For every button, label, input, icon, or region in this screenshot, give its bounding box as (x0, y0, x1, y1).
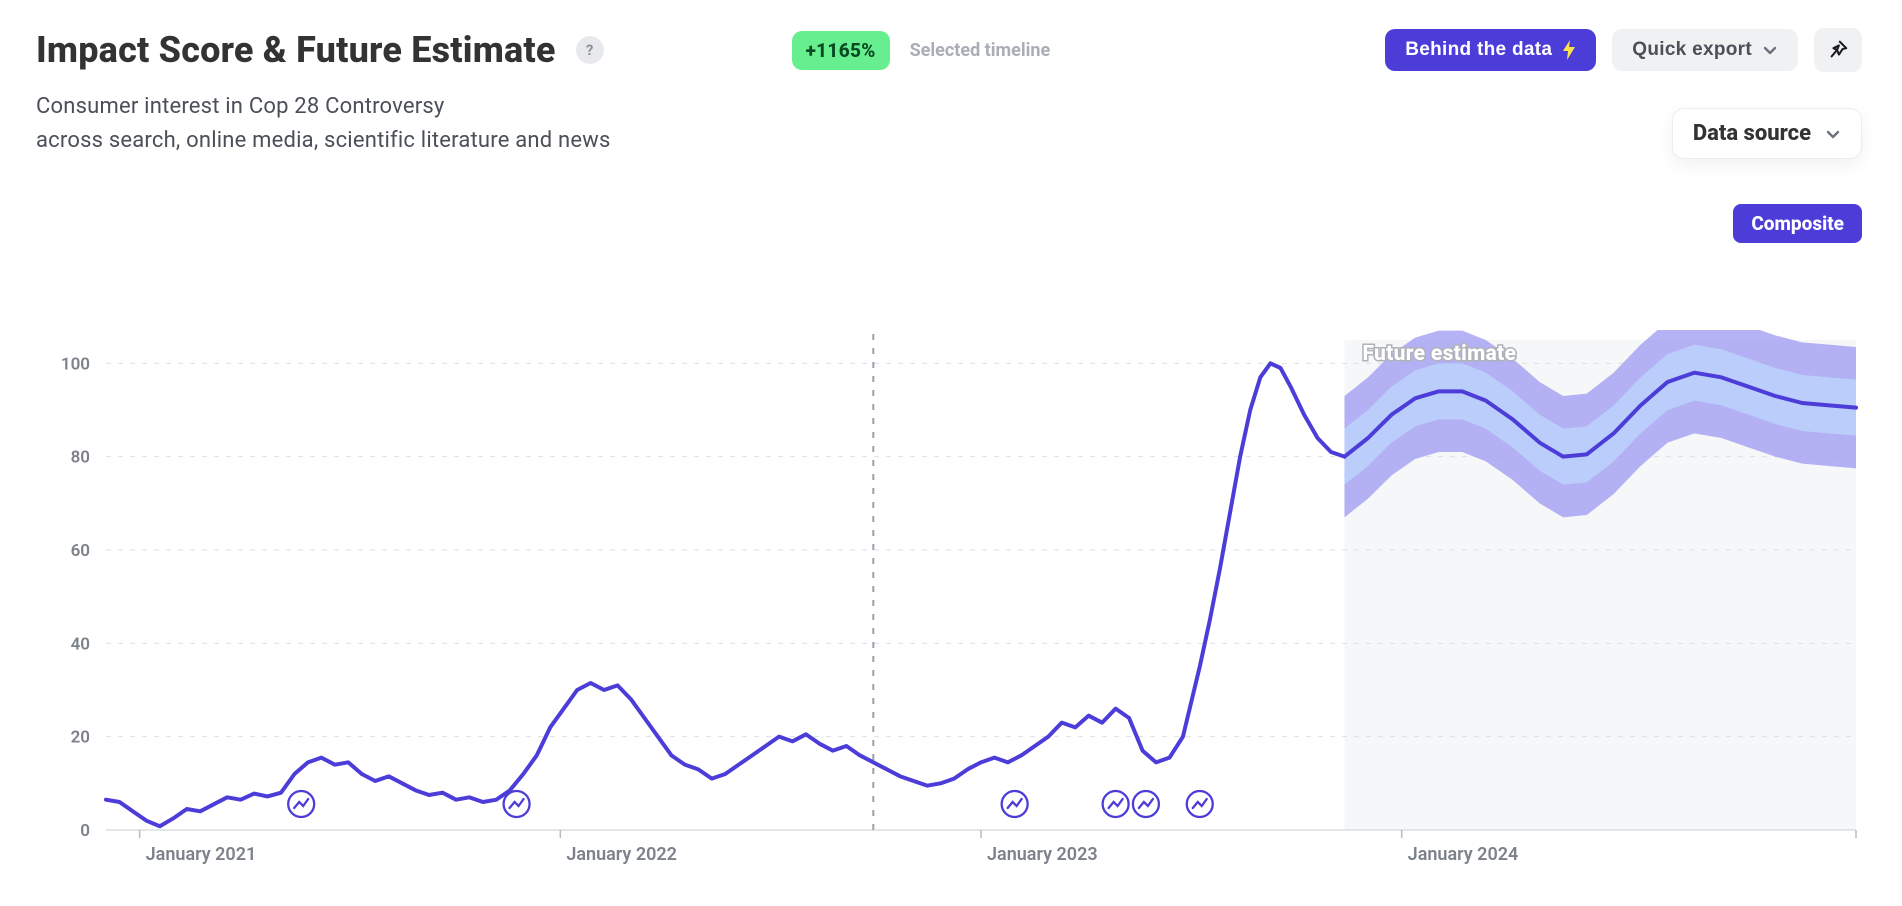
event-marker[interactable] (504, 791, 530, 817)
svg-text:January 2024: January 2024 (1408, 844, 1519, 865)
subtitle: Consumer interest in Cop 28 Controversy … (36, 90, 936, 158)
header: Impact Score & Future Estimate ? +1165% … (36, 28, 1862, 72)
svg-text:60: 60 (71, 541, 90, 561)
subtitle-line2: across search, online media, scientific … (36, 124, 936, 158)
page-title: Impact Score & Future Estimate (36, 29, 556, 71)
quick-export-button[interactable]: Quick export (1612, 29, 1798, 71)
event-marker[interactable] (1187, 791, 1213, 817)
subtitle-line1: Consumer interest in Cop 28 Controversy (36, 90, 936, 124)
event-marker[interactable] (288, 791, 314, 817)
behind-the-data-button[interactable]: Behind the data (1385, 29, 1596, 71)
event-marker[interactable] (1103, 791, 1129, 817)
svg-text:January 2022: January 2022 (566, 844, 677, 865)
event-marker[interactable] (1002, 791, 1028, 817)
svg-text:80: 80 (71, 448, 90, 468)
svg-text:20: 20 (71, 728, 90, 748)
chevron-down-icon (1762, 42, 1778, 58)
help-icon[interactable]: ? (576, 36, 604, 64)
data-source-dropdown[interactable]: Data source (1672, 108, 1862, 159)
chevron-down-icon (1825, 126, 1841, 142)
impact-chart: 0 20 40 60 80 100 January 2021 January 2022 Janu… (36, 330, 1862, 886)
selected-timeline-label: Selected timeline (910, 40, 1051, 61)
data-source-label: Data source (1693, 121, 1811, 146)
composite-badge[interactable]: Composite (1733, 204, 1862, 243)
pin-button[interactable] (1814, 28, 1862, 72)
svg-text:40: 40 (71, 634, 90, 654)
event-marker[interactable] (1133, 791, 1159, 817)
quick-export-label: Quick export (1632, 39, 1752, 61)
pin-icon (1827, 39, 1849, 61)
svg-text:January 2021: January 2021 (146, 844, 257, 865)
percent-change-badge: +1165% (792, 31, 890, 70)
svg-text:100: 100 (61, 354, 90, 374)
svg-text:0: 0 (80, 821, 90, 841)
behind-the-data-label: Behind the data (1405, 39, 1552, 61)
lightning-icon (1562, 40, 1576, 60)
svg-text:Future estimate: Future estimate (1362, 342, 1516, 366)
svg-text:January 2023: January 2023 (987, 844, 1098, 865)
